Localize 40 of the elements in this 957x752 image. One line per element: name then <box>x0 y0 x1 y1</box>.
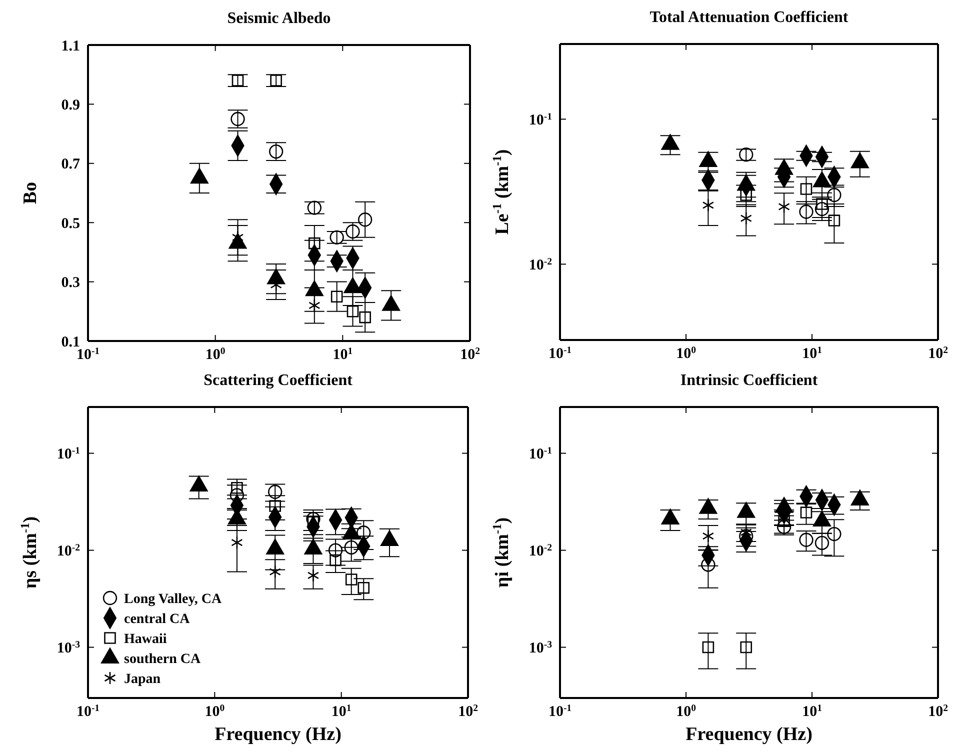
chart-title: Intrinsic Coefficient <box>680 372 818 389</box>
legend-label: Japan <box>124 672 161 687</box>
x-tick-label: 10$^{-1}$ <box>548 344 572 362</box>
x-tick-label: 10$^{0}$ <box>205 346 226 363</box>
y-tick-label: 10$^{-2}$ <box>528 542 552 560</box>
legend-label: central CA <box>124 612 191 627</box>
x-tick-label: 10$^{2}$ <box>928 344 948 362</box>
legend-label: southern CA <box>124 652 202 667</box>
y-tick-label: 0.5 <box>61 216 80 232</box>
chart-title: Scattering Coefficient <box>204 372 354 389</box>
y-tick-label: 10$^{-2}$ <box>56 542 80 560</box>
y-tick-label: 0.9 <box>61 97 80 114</box>
y-tick-label: 10$^{-3}$ <box>56 639 80 657</box>
x-axis-title: Frequency (Hz) <box>686 724 812 745</box>
y-tick-label: 10$^{-3}$ <box>528 639 552 657</box>
legend-label: Long Valley, CA <box>124 592 223 607</box>
x-tick-label: 10$^{2}$ <box>928 702 948 720</box>
y-tick-label: 10$^{-1}$ <box>528 110 552 128</box>
x-tick-label: 10$^{2}$ <box>458 702 478 720</box>
y-tick-label: 0.7 <box>61 156 80 173</box>
x-tick-label: 10$^{-1}$ <box>76 702 100 720</box>
x-tick-label: 10$^{2}$ <box>460 346 480 363</box>
x-axis-title: Frequency (Hz) <box>214 724 342 745</box>
y-tick-label: 1.1 <box>61 38 80 54</box>
chart-title: Seismic Albedo <box>227 10 331 27</box>
y-axis-title: Bo <box>20 182 41 204</box>
x-tick-label: 10$^{0}$ <box>676 344 696 362</box>
x-tick-label: 10$^{0}$ <box>676 702 696 720</box>
legend-label: Hawaii <box>124 632 167 647</box>
x-tick-label: 10$^{-1}$ <box>548 702 572 720</box>
y-tick-label: 10$^{-1}$ <box>56 445 80 463</box>
x-tick-label: 10$^{0}$ <box>204 702 225 720</box>
y-tick-label: 10$^{-1}$ <box>528 445 552 463</box>
x-tick-label: 10$^{1}$ <box>802 344 822 362</box>
x-tick-label: 10$^{1}$ <box>331 702 352 720</box>
y-tick-label: 10$^{-2}$ <box>528 256 552 274</box>
x-tick-label: 10$^{1}$ <box>802 702 822 720</box>
x-tick-label: 10$^{1}$ <box>332 346 353 363</box>
y-tick-label: 0.3 <box>61 275 80 292</box>
chart-title: Total Attenuation Coefficient <box>650 9 849 26</box>
